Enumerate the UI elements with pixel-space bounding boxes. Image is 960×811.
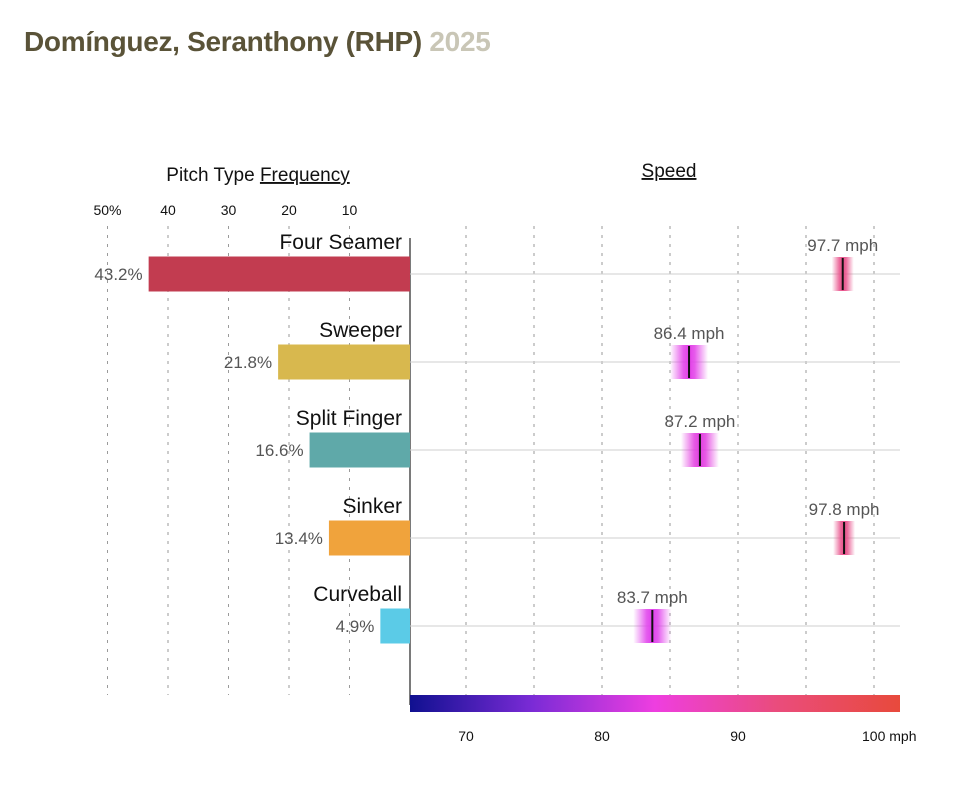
pitch-name-label: Four Seamer bbox=[279, 231, 402, 254]
speed-tick-label: 70 bbox=[458, 728, 474, 744]
pitch-row: Split Finger 16.6% 87.2 mph bbox=[255, 407, 900, 468]
frequency-panel-title: Pitch Type Frequency bbox=[166, 165, 350, 186]
frequency-value-label: 43.2% bbox=[94, 265, 142, 284]
pitch-name-label: Split Finger bbox=[296, 407, 402, 430]
frequency-tick-label: 40 bbox=[160, 202, 176, 218]
frequency-bar bbox=[148, 256, 410, 292]
chart-title: Domínguez, Seranthony (RHP) 2025 bbox=[24, 26, 491, 58]
frequency-tick-label: 10 bbox=[342, 202, 358, 218]
frequency-tick-label: 50% bbox=[93, 202, 121, 218]
speed-value-label: 97.8 mph bbox=[809, 500, 880, 519]
speed-panel-title: Speed bbox=[642, 161, 697, 182]
frequency-tick-label: 30 bbox=[221, 202, 237, 218]
pitch-row: Sinker 13.4% 97.8 mph bbox=[275, 495, 900, 556]
speed-colorscale-bar bbox=[410, 695, 900, 712]
speed-tick-label: 100 mph bbox=[862, 728, 916, 744]
pitch-row: Four Seamer 43.2% 97.7 mph bbox=[94, 231, 900, 292]
frequency-bar bbox=[380, 608, 410, 644]
pitch-row: Sweeper 21.8% 86.4 mph bbox=[224, 319, 900, 380]
speed-tick-label: 80 bbox=[594, 728, 610, 744]
frequency-value-label: 13.4% bbox=[275, 529, 323, 548]
frequency-value-label: 4.9% bbox=[336, 617, 375, 636]
frequency-tick-label: 20 bbox=[281, 202, 297, 218]
pitch-row: Curveball 4.9% 83.7 mph bbox=[313, 583, 900, 644]
speed-value-label: 97.7 mph bbox=[807, 236, 878, 255]
speed-value-label: 83.7 mph bbox=[617, 588, 688, 607]
speed-value-label: 87.2 mph bbox=[664, 412, 735, 431]
pitch-name-label: Curveball bbox=[313, 583, 402, 606]
speed-value-label: 86.4 mph bbox=[654, 324, 725, 343]
speed-tick-label: 90 bbox=[730, 728, 746, 744]
pitch-name-label: Sweeper bbox=[319, 319, 402, 342]
frequency-value-label: 16.6% bbox=[255, 441, 303, 460]
frequency-bar bbox=[278, 344, 410, 380]
frequency-value-label: 21.8% bbox=[224, 353, 272, 372]
title-year: 2025 bbox=[429, 26, 491, 57]
title-pitcher-name: Domínguez, Seranthony (RHP) bbox=[24, 26, 422, 57]
pitch-name-label: Sinker bbox=[342, 495, 402, 518]
frequency-bar bbox=[309, 432, 410, 468]
frequency-bar bbox=[328, 520, 410, 556]
